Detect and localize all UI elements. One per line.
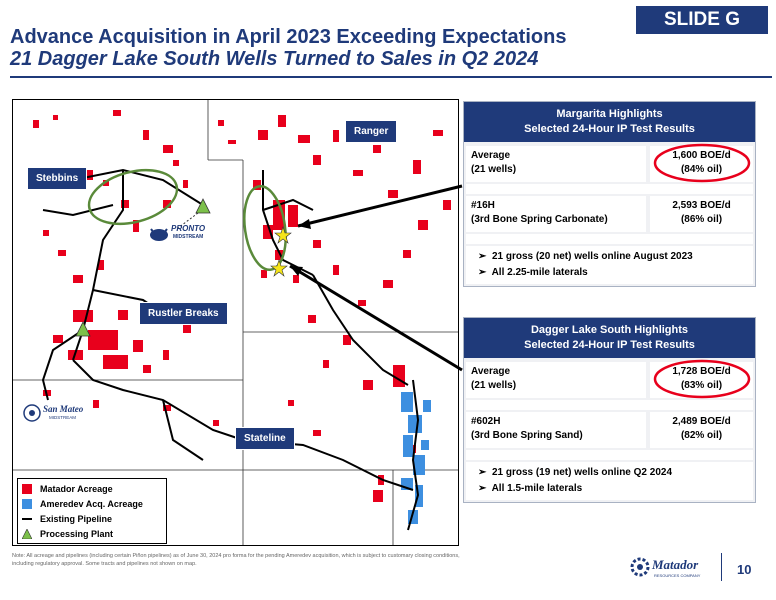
margarita-header: Margarita Highlights Selected 24-Hour IP… [464, 102, 755, 142]
dagger-bullet-1-text: 21 gross (19 net) wells online Q2 2024 [491, 467, 673, 478]
page-number: 10 [737, 562, 752, 577]
legend-matador: Matador Acreage [40, 484, 113, 494]
matador-gear-icon [630, 557, 650, 577]
dagger-bullets: ➢ 21 gross (19 net) wells online Q2 2024… [466, 462, 753, 500]
legend-pipeline: Existing Pipeline [40, 514, 113, 524]
margarita-bullets: ➢ 21 gross (20 net) wells online August … [466, 246, 753, 284]
dagger-spacer-2 [466, 450, 753, 460]
map-legend: Matador Acreage Ameredev Acq. Acreage Ex… [17, 478, 167, 544]
map-label-rustler: Rustler Breaks [139, 302, 228, 325]
legend-ameredev: Ameredev Acq. Acreage [40, 499, 143, 509]
dagger-avg-sublabel: (21 wells) [471, 380, 517, 391]
pronto-logo: PRONTO MIDSTREAM [149, 221, 225, 245]
margarita-circle [653, 143, 751, 183]
dagger-bullet-2-text: All 1.5-mile laterals [491, 483, 583, 494]
dagger-well-label-cell: #602H (3rd Bone Spring Sand) [466, 412, 646, 448]
dagger-well-value-cell: 2,489 BOE/d (82% oil) [650, 412, 753, 448]
margarita-well-sublabel: (3rd Bone Spring Carbonate) [471, 214, 608, 225]
sanmateo-logo-text: San Mateo [43, 404, 84, 414]
ameredev-swatch [22, 499, 32, 509]
ameredev-acreage [401, 392, 431, 524]
pronto-logo-text: PRONTO [171, 224, 206, 233]
pronto-logo-subtext: MIDSTREAM [173, 234, 204, 240]
dagger-title: Dagger Lake South Highlights [530, 324, 689, 336]
dagger-subtitle: Selected 24-Hour IP Test Results [524, 339, 695, 351]
highlight-ellipses [87, 168, 287, 271]
margarita-title: Margarita Highlights [556, 108, 663, 120]
well-stars [270, 226, 292, 277]
sanmateo-icon [23, 404, 41, 422]
dagger-avg-label: Average [471, 366, 511, 377]
map-label-ranger: Ranger [345, 120, 398, 143]
sanmateo-logo-subtext: MIDSTREAM [49, 415, 76, 420]
dagger-bullet-1: ➢ 21 gross (19 net) wells online Q2 2024 [478, 467, 673, 478]
dagger-bullet-2: ➢ All 1.5-mile laterals [478, 483, 583, 494]
margarita-avg-label: Average [471, 150, 511, 161]
dagger-header: Dagger Lake South Highlights Selected 24… [464, 318, 755, 358]
county-boundaries [13, 100, 458, 545]
matador-logo-text: Matador [652, 557, 699, 572]
margarita-well-label: #16H [471, 200, 495, 211]
page-title: Advance Acquisition in April 2023 Exceed… [10, 26, 567, 48]
bull-icon [150, 228, 168, 241]
plant-arrow [177, 212, 199, 229]
sanmateo-logo: San Mateo MIDSTREAM [23, 402, 107, 426]
dagger-well-label: #602H [471, 416, 501, 427]
margarita-avg-value: 1,600 BOE/d [672, 150, 731, 161]
processing-plants [75, 198, 211, 337]
margarita-spacer [466, 184, 753, 194]
margarita-well-label-cell: #16H (3rd Bone Spring Carbonate) [466, 196, 646, 232]
slide-badge: SLIDE G [636, 6, 768, 34]
margarita-well-value-cell: 2,593 BOE/d (86% oil) [650, 196, 753, 232]
matador-swatch [22, 484, 32, 494]
matador-logo: Matador RESOURCES COMPANY [630, 555, 712, 583]
footer-divider [721, 553, 722, 581]
margarita-bullet-1-text: 21 gross (20 net) wells online August 20… [491, 251, 693, 262]
margarita-spacer-2 [466, 234, 753, 244]
dagger-avg-value: 1,728 BOE/d [672, 366, 731, 377]
margarita-panel: Margarita Highlights Selected 24-Hour IP… [463, 101, 756, 287]
margarita-avg-sublabel: (21 wells) [471, 164, 517, 175]
matador-logo-subtext: RESOURCES COMPANY [654, 573, 701, 578]
dagger-well-value: 2,489 BOE/d [672, 416, 731, 427]
legend-plant: Processing Plant [40, 529, 114, 539]
dagger-spacer [466, 400, 753, 410]
map-label-stebbins: Stebbins [27, 167, 88, 190]
margarita-subtitle: Selected 24-Hour IP Test Results [524, 123, 695, 135]
map-drawing [13, 100, 458, 545]
margarita-avg-label-cell: Average (21 wells) [466, 146, 646, 182]
plant-triangle-icon [22, 529, 32, 539]
margarita-well-oil: (86% oil) [680, 214, 723, 225]
dagger-well-sublabel: (3rd Bone Spring Sand) [471, 430, 583, 441]
footnote: Note: All acreage and pipelines (includi… [12, 553, 460, 567]
title-divider [10, 76, 772, 78]
dagger-panel: Dagger Lake South Highlights Selected 24… [463, 317, 756, 503]
dagger-avg-label-cell: Average (21 wells) [466, 362, 646, 398]
dagger-avg-oil: (83% oil) [680, 380, 723, 391]
dagger-well-oil: (82% oil) [680, 430, 723, 441]
margarita-well-value: 2,593 BOE/d [672, 200, 731, 211]
margarita-bullet-2-text: All 2.25-mile laterals [491, 267, 588, 278]
map-label-stateline: Stateline [235, 427, 295, 450]
margarita-avg-oil: (84% oil) [680, 164, 723, 175]
page-subtitle: 21 Dagger Lake South Wells Turned to Sal… [10, 48, 539, 70]
margarita-bullet-1: ➢ 21 gross (20 net) wells online August … [478, 251, 693, 262]
pipeline-swatch [22, 518, 32, 520]
dagger-circle [653, 359, 751, 399]
margarita-bullet-2: ➢ All 2.25-mile laterals [478, 267, 588, 278]
